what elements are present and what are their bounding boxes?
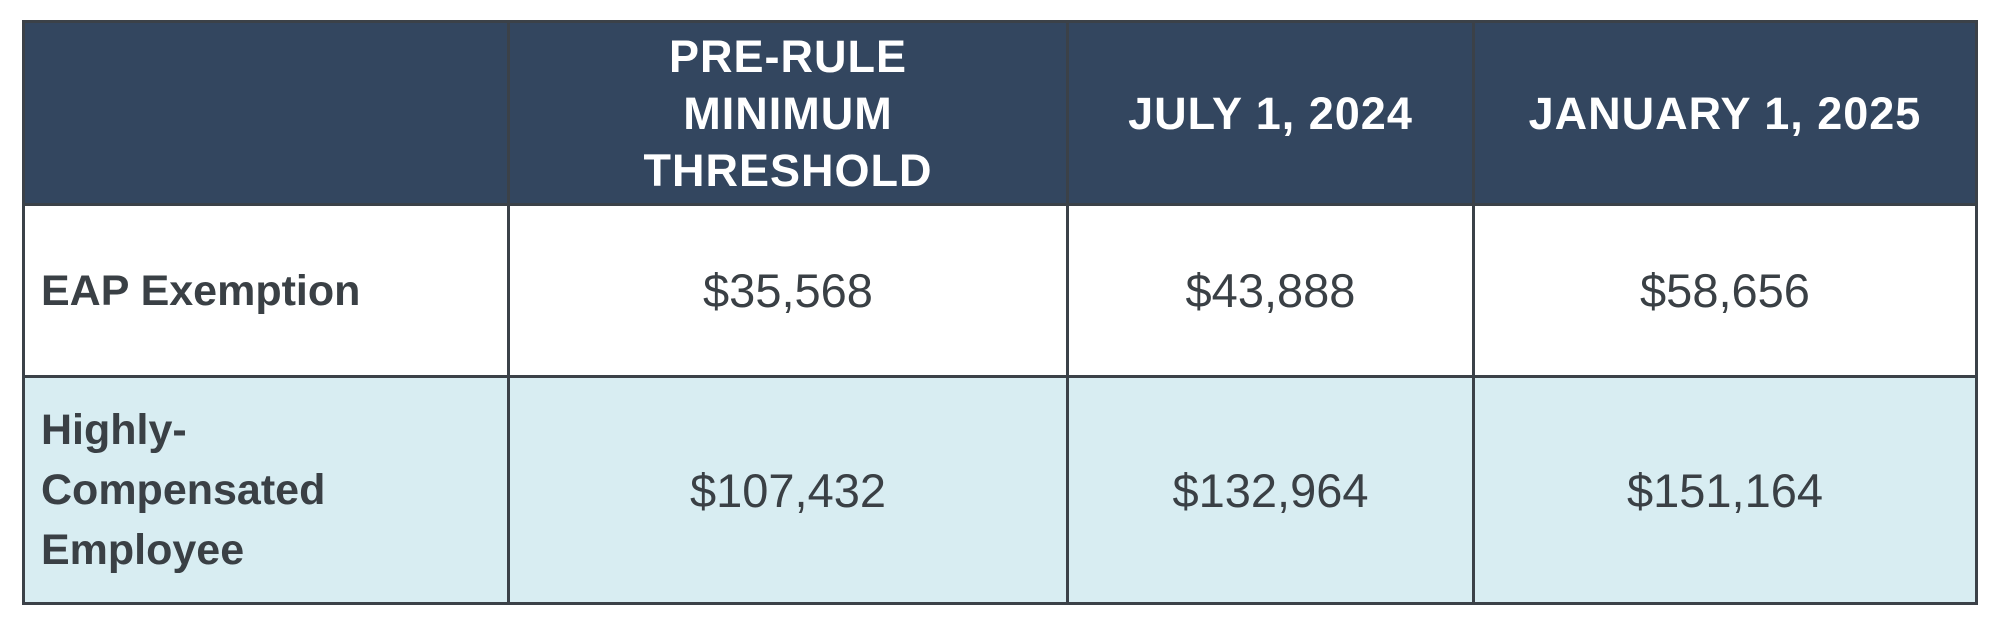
value-eap-july-2024: $43,888	[1069, 206, 1472, 375]
value-hce-july-2024: $132,964	[1069, 378, 1472, 602]
row-label-hce-text: Highly-Compensated Employee	[41, 406, 326, 574]
header-cell-january-2025: JANUARY 1, 2025	[1475, 23, 1975, 203]
value-hce-pre-rule: $107,432	[510, 378, 1066, 602]
header-cell-pre-rule: PRE-RULE MINIMUM THRESHOLD	[510, 23, 1066, 203]
value-eap-pre-rule: $35,568	[510, 206, 1066, 375]
value-eap-january-2025: $58,656	[1475, 206, 1975, 375]
row-label-hce: Highly-Compensated Employee	[25, 378, 507, 602]
header-label-pre-rule: PRE-RULE MINIMUM THRESHOLD	[643, 30, 933, 196]
header-cell-july-2024: JULY 1, 2024	[1069, 23, 1472, 203]
header-cell-empty	[25, 23, 507, 203]
value-hce-january-2025: $151,164	[1475, 378, 1975, 602]
salary-threshold-table: PRE-RULE MINIMUM THRESHOLD JULY 1, 2024 …	[22, 20, 1978, 605]
row-label-eap: EAP Exemption	[25, 206, 507, 375]
